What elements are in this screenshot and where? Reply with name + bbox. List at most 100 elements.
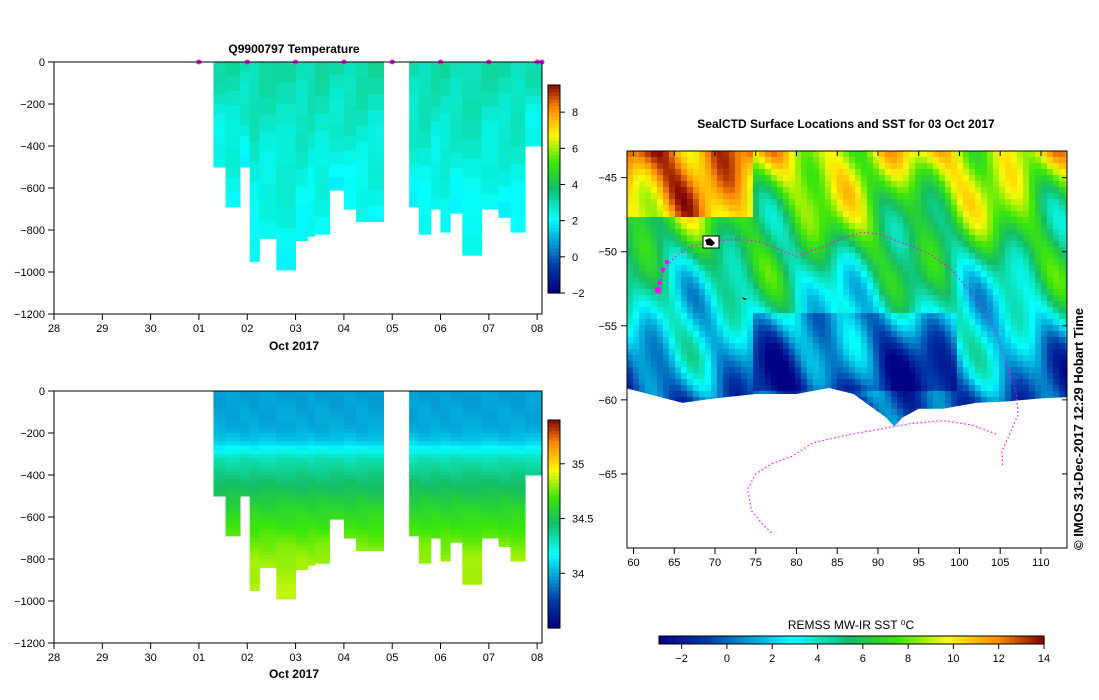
salinity-cell	[440, 407, 451, 413]
sst-cell	[945, 349, 952, 356]
sst-cell	[873, 373, 880, 380]
sst-cell	[699, 355, 706, 362]
sst-cell	[921, 397, 928, 404]
sst-cell	[939, 253, 946, 260]
colorbar-swatch	[548, 582, 560, 587]
sst-cell	[945, 265, 952, 272]
sst-cell	[891, 199, 898, 206]
colorbar-swatch	[548, 440, 560, 445]
sst-cell	[897, 169, 904, 176]
temperature-cell	[418, 165, 432, 184]
salinity-cell	[409, 496, 420, 501]
temperature-cell	[368, 141, 385, 159]
sst-cell	[897, 247, 904, 254]
sst-cell	[747, 247, 754, 254]
salinity-cell	[510, 512, 526, 518]
sst-cell	[885, 187, 892, 194]
salinity-cell	[450, 496, 463, 501]
sst-cell	[993, 199, 1000, 206]
salinity-cell	[418, 559, 432, 564]
sst-cell	[879, 313, 886, 320]
sst-cell	[831, 229, 838, 236]
sst-cell	[933, 241, 940, 248]
sst-cell	[915, 325, 922, 332]
colorbar-swatch	[548, 150, 560, 155]
sst-cell	[807, 313, 814, 320]
sst-cell	[903, 295, 910, 302]
sst-cell	[693, 247, 700, 254]
sst-cell	[807, 193, 814, 200]
sst-cell	[783, 343, 790, 350]
sst-cell	[633, 247, 640, 254]
sst-cell	[999, 307, 1006, 314]
sst-cell	[981, 241, 988, 248]
temperature-ytick-label: −600	[20, 183, 45, 195]
temperature-xtick-label: 05	[386, 323, 398, 335]
sst-cell	[699, 163, 706, 170]
sst-cell	[633, 253, 640, 260]
salinity-cell	[430, 391, 442, 396]
salinity-cell	[225, 479, 241, 484]
sst-cell	[879, 151, 886, 158]
sst-cell	[651, 289, 658, 296]
sst-cell	[1035, 289, 1042, 296]
salinity-cell	[240, 487, 251, 493]
salinity-cell	[462, 466, 483, 472]
salinity-cell	[225, 500, 241, 505]
temperature-cell	[355, 141, 369, 159]
salinity-cell	[409, 391, 420, 396]
sst-cell	[753, 199, 760, 206]
sst-cell	[771, 199, 778, 206]
sst-cell	[897, 241, 904, 248]
salinity-cell	[276, 462, 297, 468]
sst-cell	[975, 319, 982, 326]
sst-cell	[879, 337, 886, 344]
sst-cell	[855, 253, 862, 260]
sst-cell	[939, 277, 946, 284]
sst-cell	[1017, 337, 1024, 344]
salinity-cell	[481, 428, 500, 434]
salinity-cell	[314, 470, 330, 476]
sst-cell	[1023, 247, 1030, 254]
sst-cell	[969, 265, 976, 272]
sst-cell	[651, 211, 658, 218]
sst-cell	[957, 241, 964, 248]
sst-cell	[1023, 349, 1030, 356]
temperature-ytick-label: −1200	[14, 309, 45, 321]
sst-cell	[855, 265, 862, 272]
salinity-cell	[368, 407, 385, 413]
temperature-cell	[329, 151, 345, 165]
sst-cell	[765, 241, 772, 248]
sst-cell	[951, 391, 958, 398]
sst-cell	[669, 271, 676, 278]
sst-cell	[891, 289, 898, 296]
sst-cell	[939, 169, 946, 176]
salinity-cell	[355, 475, 369, 480]
salinity-cell	[450, 454, 463, 459]
sst-cell	[657, 181, 664, 188]
sst-cell	[1041, 277, 1048, 284]
sst-cell	[825, 223, 832, 230]
sst-cell	[969, 313, 976, 320]
sst-cell	[699, 343, 706, 350]
sst-cell	[903, 397, 910, 404]
sst-cell	[639, 355, 646, 362]
salinity-cell	[295, 517, 309, 522]
salinity-cell	[418, 546, 432, 552]
sst-cell	[993, 391, 1000, 398]
sst-cell	[867, 379, 874, 386]
sst-cell	[915, 367, 922, 374]
sst-cell	[723, 169, 730, 176]
temperature-ytick-label: 0	[39, 57, 45, 69]
sst-cell	[987, 355, 994, 362]
sst-cell	[963, 193, 970, 200]
salinity-cell	[343, 407, 357, 413]
sst-cell	[663, 187, 670, 194]
sst-cell	[825, 259, 832, 266]
sst-cell	[801, 175, 808, 182]
sst-cell	[861, 271, 868, 278]
sst-cell	[1017, 397, 1024, 404]
sst-cell	[1023, 277, 1030, 284]
salinity-cell	[307, 525, 316, 531]
sst-cell	[789, 205, 796, 212]
